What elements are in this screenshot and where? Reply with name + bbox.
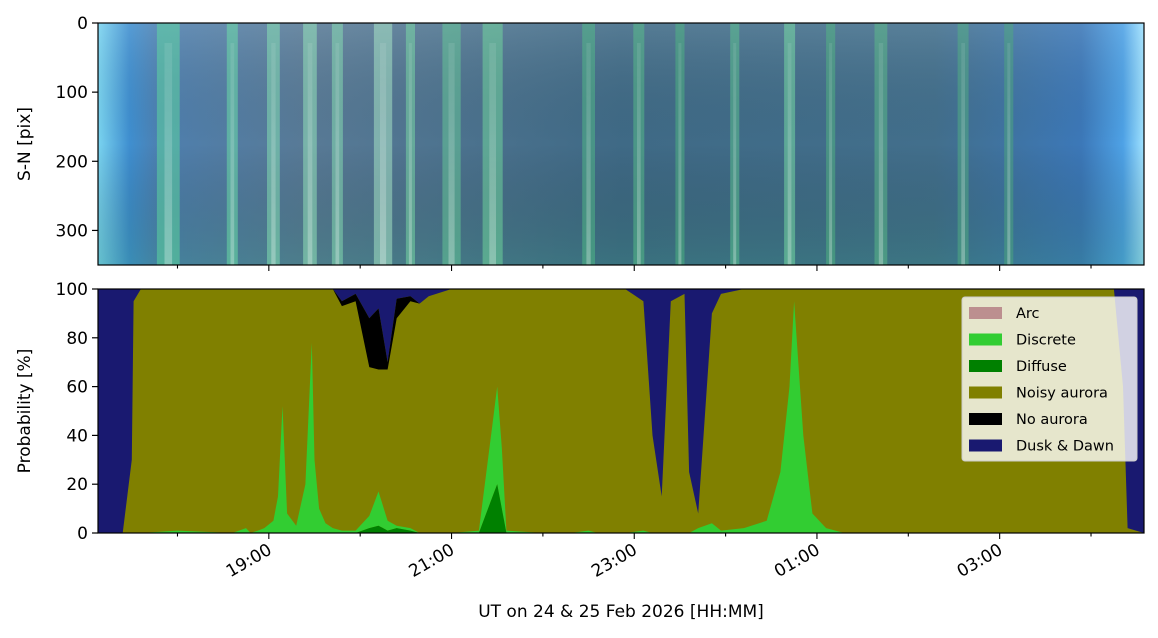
keogram-panel: 0 100 200 300 S-N [pix] <box>15 14 1145 271</box>
probability-y-tick-label: 0 <box>77 524 88 544</box>
keogram-y-tick-label: 200 <box>56 152 88 172</box>
keogram-y-tick-label: 300 <box>56 221 88 241</box>
keogram-y-axis-label: S-N [pix] <box>15 107 35 181</box>
probability-frame <box>97 288 1145 534</box>
probability-x-tick-label: 21:00 <box>406 540 458 582</box>
legend: Arc Discrete Diffuse Noisy aurora No aurora D… <box>961 296 1138 462</box>
legend-swatch <box>969 413 1002 425</box>
aurora-band-core <box>408 43 412 265</box>
x-axis-label: UT on 24 & 25 Feb 2026 [HH:MM] <box>478 602 764 622</box>
aurora-band-core <box>489 43 496 265</box>
keogram-aurora-bands <box>156 23 1014 265</box>
keogram-shading <box>98 23 1144 265</box>
keogram-frame <box>97 22 1145 266</box>
legend-label: Dusk & Dawn <box>1016 439 1114 455</box>
probability-y-tick-label: 40 <box>66 426 88 446</box>
legend-swatch <box>969 360 1002 372</box>
keogram-y-tick-label: 0 <box>77 14 88 34</box>
aurora-band-core <box>1007 43 1011 265</box>
legend-swatch <box>969 439 1002 452</box>
probability-y-tick-label: 100 <box>56 280 88 300</box>
probability-y-axis: 0 20 40 60 80 100 <box>56 280 98 544</box>
probability-y-axis-label: Probability [%] <box>15 349 35 474</box>
probability-y-tick-label: 80 <box>66 329 88 349</box>
aurora-band-core <box>230 43 235 265</box>
keogram-x-ticks <box>176 265 1092 271</box>
legend-label: No aurora <box>1016 412 1088 428</box>
probability-x-axis: 19:00 21:00 23:00 01:00 03:00 <box>176 533 1092 582</box>
legend-label: Diffuse <box>1016 359 1067 375</box>
legend-label: Discrete <box>1016 333 1076 349</box>
aurora-band-core <box>733 43 737 265</box>
aurora-band-core <box>829 43 833 265</box>
legend-swatch <box>969 333 1002 346</box>
aurora-band-core <box>335 43 340 265</box>
probability-y-tick-label: 60 <box>66 378 88 398</box>
keogram-y-tick-label: 100 <box>56 83 88 103</box>
aurora-band-core <box>271 43 276 265</box>
aurora-band-core <box>787 43 792 265</box>
aurora-band-core <box>637 43 641 265</box>
legend-box <box>961 296 1138 462</box>
aurora-band-core <box>586 43 591 265</box>
legend-label: Arc <box>1016 306 1040 322</box>
legend-swatch <box>969 386 1002 399</box>
aurora-band-core <box>164 43 173 265</box>
aurora-band-core <box>678 43 682 265</box>
probability-x-tick-label: 19:00 <box>223 540 275 582</box>
probability-x-tick-label: 23:00 <box>588 540 640 582</box>
probability-x-tick-label: 01:00 <box>771 540 823 582</box>
probability-panel: 0 20 40 60 80 100 19:00 21:00 23:00 01:00 03:00 P… <box>15 280 1145 622</box>
aurora-band-core <box>448 43 455 265</box>
legend-label: Noisy aurora <box>1016 386 1108 402</box>
probability-x-tick-label: 03:00 <box>954 540 1006 582</box>
aurora-band-core <box>961 43 965 265</box>
aurora-band-core <box>878 43 884 265</box>
legend-swatch <box>969 307 1002 319</box>
keogram-y-axis: 0 100 200 300 <box>56 14 98 241</box>
probability-y-tick-label: 20 <box>66 475 88 495</box>
aurora-band-core <box>307 43 313 265</box>
aurora-band-core <box>380 43 387 265</box>
